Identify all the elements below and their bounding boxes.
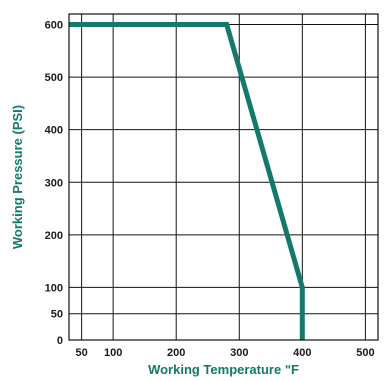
- x-tick-label: 200: [167, 347, 185, 359]
- x-tick-label: 50: [75, 347, 87, 359]
- y-tick-label: 200: [45, 230, 63, 242]
- y-axis-title: Working Pressure (PSI): [10, 105, 25, 249]
- x-tick-label: 100: [104, 347, 122, 359]
- series-line: [69, 22, 305, 340]
- series-layer: [69, 22, 305, 340]
- x-tick-label: 300: [230, 347, 248, 359]
- grid: [69, 14, 378, 341]
- y-tick-label: 300: [45, 177, 63, 189]
- x-axis-title: Working Temperature ʺF: [148, 362, 299, 377]
- y-tick-label: 600: [45, 20, 63, 32]
- plot-frame: [68, 13, 379, 341]
- y-tick-label: 500: [45, 72, 63, 84]
- y-tick-label: 50: [51, 309, 63, 321]
- y-tick-labels: 0 50 100 200 300 400 500 600: [45, 20, 63, 347]
- y-tick-label: 400: [45, 125, 63, 137]
- x-tick-labels: 50 100 200 300 400 500: [75, 347, 374, 359]
- x-tick-label: 400: [293, 347, 311, 359]
- y-tick-label: 100: [45, 282, 63, 294]
- x-tick-label: 500: [356, 347, 374, 359]
- y-tick-label: 0: [57, 335, 63, 347]
